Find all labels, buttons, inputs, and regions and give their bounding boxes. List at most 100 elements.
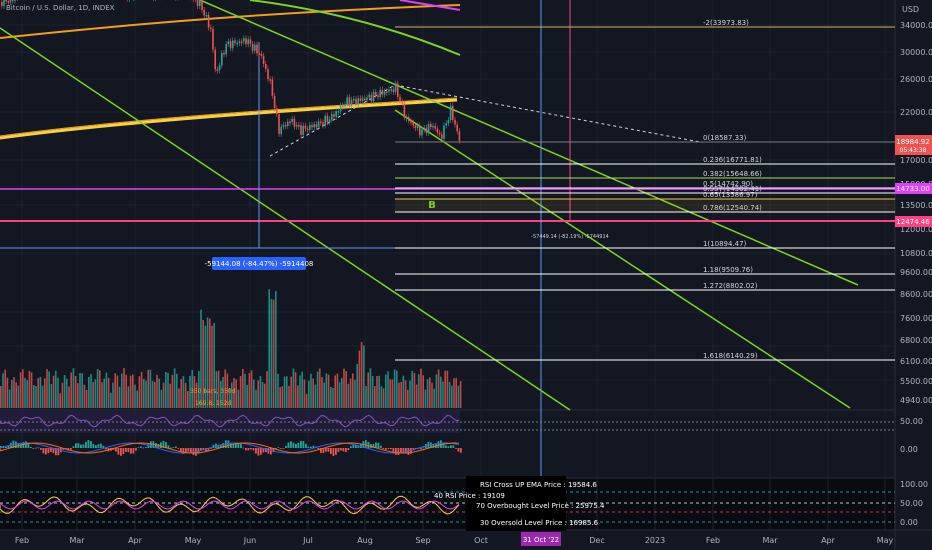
measure-label: -59144.08 (-84.47%) -5914408 <box>205 260 314 268</box>
volume-bar <box>248 372 251 408</box>
price-tick: 10800.00 <box>900 249 932 258</box>
candle-body <box>7 1 10 3</box>
osc1-hist <box>47 448 50 454</box>
candle-body <box>423 127 425 130</box>
candle-body <box>337 111 340 113</box>
candle-body <box>311 125 313 128</box>
time-tick: Oct <box>474 536 488 545</box>
candle-body <box>276 108 278 115</box>
oscillator-pane-1[interactable] <box>0 411 895 456</box>
volume-bar <box>310 373 312 408</box>
fib-retracement[interactable]: -2(33973.83) 0(18587.33) 0.236(16771.81) 0.… <box>395 19 895 361</box>
osc1-hist <box>367 441 370 448</box>
candle-body <box>458 131 461 141</box>
volume-bar <box>358 350 361 408</box>
channel-lower-line[interactable] <box>0 27 571 411</box>
candle-body <box>326 115 329 123</box>
volume-bar <box>88 376 90 408</box>
volume-bar <box>220 381 222 408</box>
time-tick: May <box>185 536 202 545</box>
osc1-hist <box>272 448 275 453</box>
volume-bar <box>39 376 42 408</box>
candle-body <box>449 105 452 121</box>
osc1-hist <box>457 448 460 452</box>
osc1-hist <box>392 448 395 452</box>
osc1-hist <box>342 448 345 452</box>
time-tick: Aug <box>357 536 373 545</box>
candle-body <box>427 124 430 134</box>
volume-bar <box>35 385 37 408</box>
candle-body <box>280 126 282 134</box>
volume-bar <box>345 371 347 408</box>
volume-bar <box>180 378 182 408</box>
channel-mid-line[interactable] <box>394 109 851 409</box>
symbol-title[interactable]: Bitcoin / U.S. Dollar, 1D, INDEX <box>6 4 115 12</box>
volume-bar <box>376 376 378 408</box>
osc1-hist <box>132 448 135 454</box>
volume-bar <box>365 386 367 408</box>
osc1-hist <box>80 444 82 448</box>
volume-bar <box>11 379 13 408</box>
osc1-hist <box>125 448 127 452</box>
volume-bar <box>294 372 297 408</box>
osc1-hist <box>390 448 392 450</box>
osc1-hist <box>112 448 115 450</box>
candle-body <box>196 0 199 6</box>
candles[interactable] <box>1 0 461 144</box>
volume-bar <box>393 369 396 408</box>
osc1-axis-50: 50.00 <box>900 417 923 426</box>
volume-bar <box>213 322 215 408</box>
osc1-hist <box>455 448 457 449</box>
osc1-hist <box>377 442 380 448</box>
candle-body <box>5 0 7 2</box>
volume-bar <box>224 369 226 408</box>
volume-bar <box>242 368 244 408</box>
volume-bar <box>154 381 156 408</box>
bars-annotation: 350 bars, 350d <box>190 388 236 395</box>
volume-bar <box>338 382 341 408</box>
volume-bar <box>275 291 277 408</box>
volume-bar <box>103 378 105 408</box>
osc2-axis-50: 50.00 <box>900 499 923 508</box>
rsi-overbought-label: 70 Overbought Level Price : 25975.4 <box>476 502 605 510</box>
candle-body <box>397 83 399 97</box>
osc1-hist <box>282 448 285 449</box>
osc1-hist <box>45 448 47 455</box>
volume-bar <box>389 379 391 408</box>
osc1-hist <box>32 448 35 449</box>
time-tick: Apr <box>821 536 836 545</box>
time-axis[interactable]: Feb Mar Apr May Jun Jul Aug Sep Oct Dec 2023 Feb Mar… <box>15 536 894 545</box>
candle-body <box>282 124 285 127</box>
candle-body <box>205 14 208 17</box>
rsi-pane[interactable] <box>0 491 895 523</box>
candle-body <box>1 2 3 6</box>
volume-bar <box>222 376 224 408</box>
volume-bar <box>151 380 154 408</box>
candle-body <box>309 125 311 130</box>
volume-bar <box>435 374 438 408</box>
candle-body <box>306 128 309 131</box>
osc1-hist <box>105 448 107 450</box>
price-tick: 13500.00 <box>900 201 932 210</box>
buy-marker[interactable]: B <box>428 200 436 211</box>
volume-bar <box>85 390 88 408</box>
candle-body <box>221 53 223 66</box>
osc1-hist <box>340 448 342 451</box>
candle-body <box>331 114 333 120</box>
volume-bar <box>288 385 290 408</box>
rsi-price-label: 40 RSI Price : 19109 <box>434 492 505 500</box>
volume-bar <box>125 374 127 408</box>
candle-body <box>390 89 392 91</box>
osc1-hist <box>242 447 245 449</box>
volume-bar <box>308 380 310 408</box>
candle-body <box>14 0 16 1</box>
volume-bar <box>259 376 262 408</box>
measure-label-box[interactable] <box>212 257 306 270</box>
volume-bar <box>191 370 193 408</box>
candle-body <box>223 53 225 55</box>
trend-dashed-line[interactable] <box>394 84 701 143</box>
candle-body <box>210 27 212 30</box>
osc1-hist <box>277 447 280 449</box>
osc1-hist <box>380 445 382 448</box>
